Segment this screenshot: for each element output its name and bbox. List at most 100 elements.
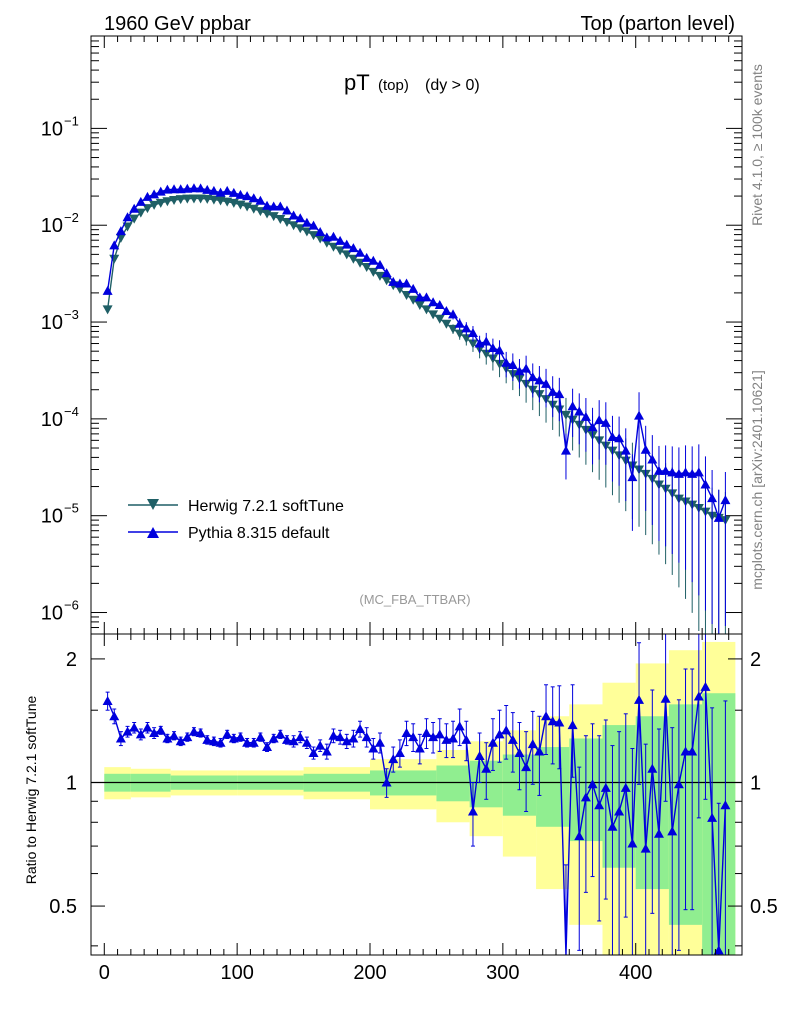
ratio-marker (467, 806, 478, 816)
pythia-marker (295, 213, 306, 223)
herwig-marker (560, 410, 571, 420)
pythia-marker (554, 389, 565, 399)
ratio-marker (521, 762, 532, 772)
pythia-marker (574, 406, 585, 416)
herwig-marker (188, 194, 199, 204)
ratio-marker (547, 716, 558, 726)
herwig-marker (414, 300, 425, 310)
ratio-marker (361, 732, 372, 742)
pythia-marker (600, 417, 611, 427)
pythia-marker (268, 201, 279, 211)
pythia-marker (667, 467, 678, 477)
ratio-marker (335, 732, 346, 742)
ratio-marker (554, 717, 565, 727)
ratio-marker (288, 736, 299, 746)
ratio-marker (487, 737, 498, 747)
ratio-marker (281, 734, 292, 744)
pythia-marker (467, 328, 478, 338)
herwig-marker (401, 291, 412, 301)
pythia-marker (507, 360, 518, 370)
ratio-marker (321, 746, 332, 756)
pythia-marker (115, 226, 126, 236)
ratio-marker (461, 734, 472, 744)
pythia-marker (434, 299, 445, 309)
main-ytick-label: 10 (41, 215, 63, 237)
herwig-marker (248, 204, 259, 214)
ratio-ytick-label: 2 (66, 649, 77, 671)
pythia-marker (394, 278, 405, 288)
header-right-title: Top (parton level) (580, 13, 735, 35)
plot-title-sub: (top) (378, 77, 409, 94)
pythia-marker (587, 422, 598, 432)
ratio-ytick-label-right: 1 (750, 772, 761, 794)
pythia-marker (315, 227, 326, 237)
ratio-xtick-label: 0 (99, 962, 110, 984)
ratio-marker (122, 726, 133, 736)
ratio-ytick-label-right: 2 (750, 649, 761, 671)
ratio-marker (667, 826, 678, 836)
ratio-xtick-label: 200 (353, 962, 386, 984)
ratio-marker (514, 747, 525, 757)
ratio-marker (388, 754, 399, 764)
ratio-marker (242, 737, 253, 747)
ratio-marker (175, 736, 186, 746)
ratio-marker (454, 721, 465, 731)
ratio-marker (614, 806, 625, 816)
herwig-marker (102, 305, 113, 315)
herwig-marker (368, 267, 379, 277)
plot-title-cut: (dy > 0) (425, 77, 480, 94)
pythia-marker (441, 306, 452, 316)
pythia-marker (355, 247, 366, 257)
pythia-marker (169, 184, 180, 194)
herwig-marker (374, 271, 385, 281)
ratio-marker (640, 843, 651, 853)
ratio-marker (275, 729, 286, 739)
ratio-band-inner (436, 765, 470, 802)
ratio-xtick-label: 300 (486, 962, 519, 984)
herwig-marker (408, 295, 419, 305)
herwig-marker (275, 214, 286, 224)
main-ytick-exponent: −3 (64, 307, 79, 322)
ratio-marker (634, 694, 645, 704)
ratio-marker (720, 800, 731, 810)
herwig-marker (341, 250, 352, 260)
pythia-marker (228, 187, 239, 197)
ratio-ytick-label: 0.5 (49, 896, 77, 918)
ratio-marker (235, 732, 246, 742)
ratio-marker (381, 777, 392, 787)
herwig-marker (281, 217, 292, 227)
ratio-ylabel: Ratio to Herwig 7.2.1 softTune (23, 695, 39, 884)
pythia-marker (361, 252, 372, 262)
pythia-marker (700, 479, 711, 489)
pythia-marker (142, 191, 153, 201)
pythia-marker (693, 467, 704, 477)
pythia-marker (109, 240, 120, 250)
pythia-marker (713, 512, 724, 522)
pythia-marker (288, 210, 299, 220)
ratio-marker (169, 730, 180, 740)
herwig-marker (109, 254, 120, 264)
pythia-marker (594, 415, 605, 425)
pythia-marker (262, 200, 273, 210)
pythia-marker (235, 189, 246, 199)
ratio-marker (348, 733, 359, 743)
ratio-marker (414, 743, 425, 753)
herwig-marker (182, 194, 193, 204)
ratio-marker (627, 838, 638, 848)
ratio-marker (162, 733, 173, 743)
pythia-marker (421, 292, 432, 302)
pythia-marker (248, 193, 259, 203)
ratio-marker (328, 730, 339, 740)
pythia-marker (255, 195, 266, 205)
pythia-marker (481, 336, 492, 346)
ratio-marker (374, 737, 385, 747)
pythia-marker (401, 278, 412, 288)
pythia-marker (653, 465, 664, 475)
ratio-ytick-label: 1 (66, 772, 77, 794)
ratio-marker (673, 779, 684, 789)
pythia-marker (707, 493, 718, 503)
pythia-marker (368, 255, 379, 265)
ratio-xtick-label: 100 (220, 962, 253, 984)
ratio-marker (341, 736, 352, 746)
herwig-marker (135, 208, 146, 218)
